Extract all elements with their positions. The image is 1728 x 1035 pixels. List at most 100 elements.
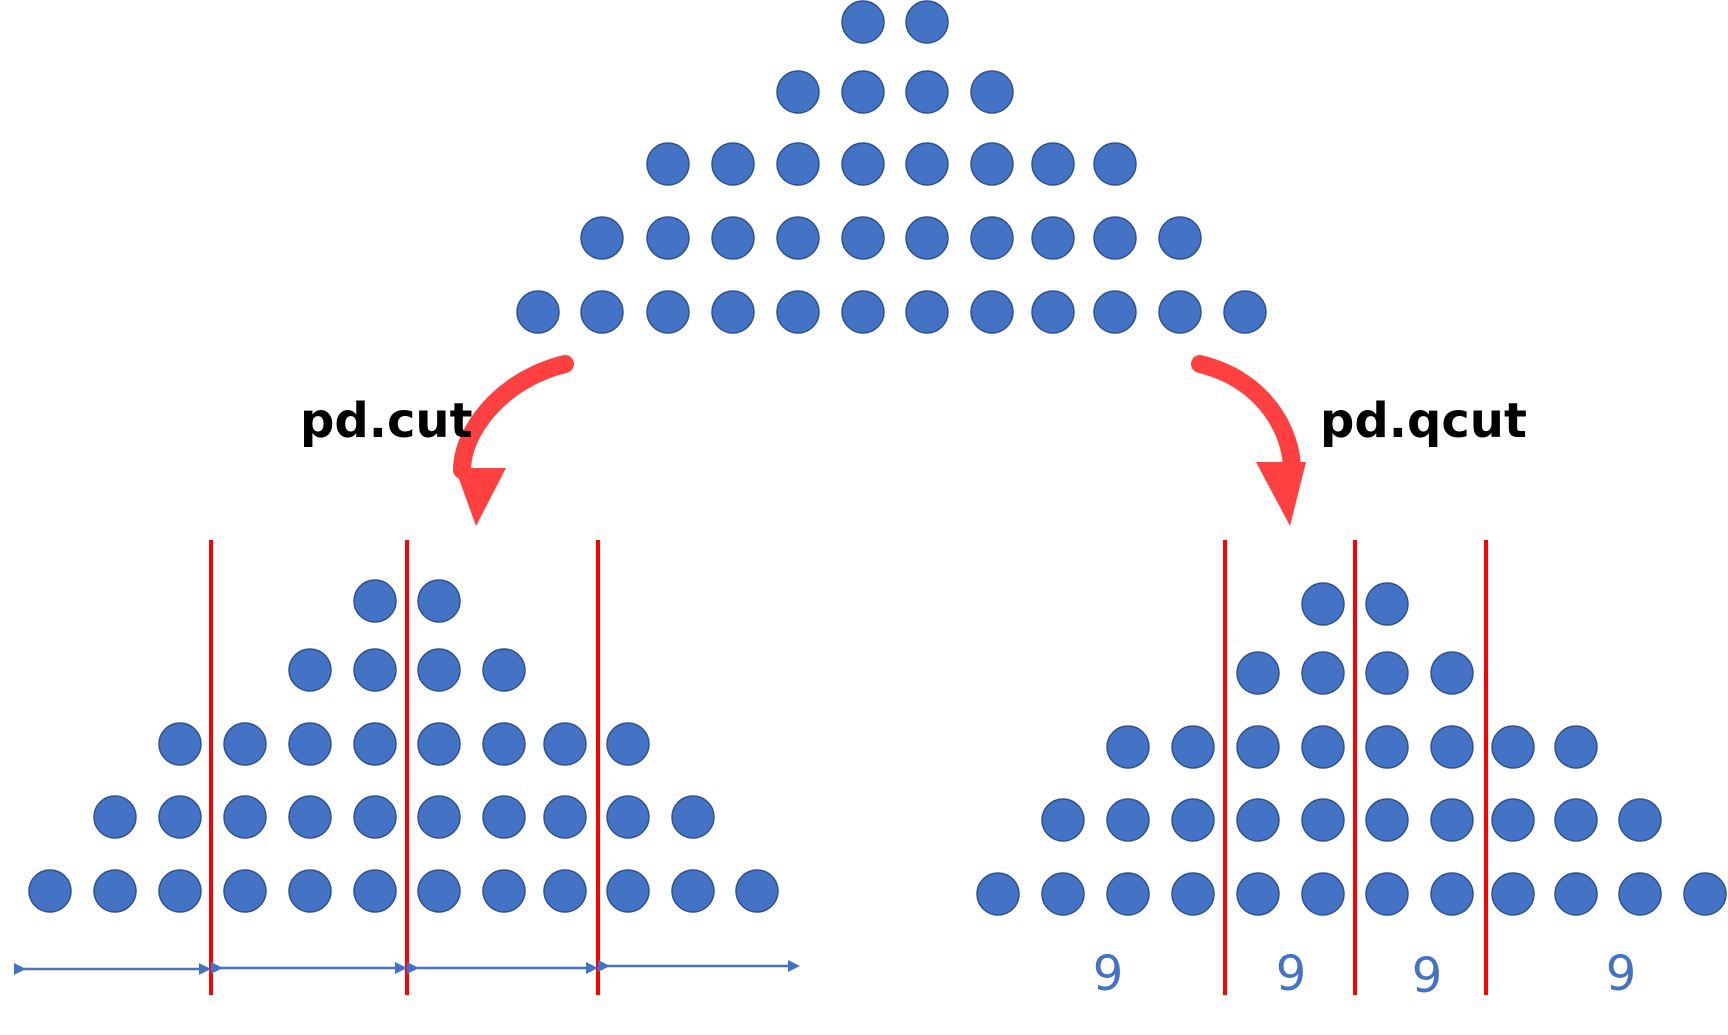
source-dot (841, 70, 885, 114)
cut-dot (671, 869, 715, 913)
qcut-dot (1106, 798, 1150, 842)
qcut-dot (1365, 725, 1409, 769)
source-dot (1093, 290, 1137, 334)
source-distribution (516, 0, 1267, 334)
qcut-dot (1301, 725, 1345, 769)
qcut-label: pd.qcut (1320, 393, 1527, 449)
qcut-dot (1041, 798, 1085, 842)
cut-dot (482, 722, 526, 766)
source-dot (1031, 290, 1075, 334)
cut-dot (482, 869, 526, 913)
source-dot (970, 290, 1014, 334)
qcut-dot (1554, 872, 1598, 916)
cut-dot (158, 795, 202, 839)
cut-dot (543, 869, 587, 913)
qcut-dot (1106, 872, 1150, 916)
qcut-dot (1430, 798, 1474, 842)
cut-dot (353, 869, 397, 913)
cut-dot (223, 869, 267, 913)
source-dot (646, 142, 690, 186)
qcut-dot (1554, 725, 1598, 769)
cut-dot (606, 722, 650, 766)
source-dot (905, 290, 949, 334)
source-dot (905, 142, 949, 186)
qcut-dot (1171, 798, 1215, 842)
source-dot (580, 290, 624, 334)
qcut-dot (1301, 582, 1345, 626)
qcut-dot (1236, 651, 1280, 695)
qcut-dot (1430, 725, 1474, 769)
source-dot (711, 290, 755, 334)
qcut-dot (1491, 798, 1535, 842)
cut-dot (93, 869, 137, 913)
source-dot (841, 290, 885, 334)
cut-dot (482, 795, 526, 839)
cut-dot (417, 795, 461, 839)
qcut-distribution (976, 582, 1727, 916)
source-dot (970, 70, 1014, 114)
source-dot (1158, 290, 1202, 334)
source-dot (970, 142, 1014, 186)
qcut-dot (1430, 872, 1474, 916)
qcut-dot (1491, 725, 1535, 769)
qcut-dot (1491, 872, 1535, 916)
cut-dot (671, 795, 715, 839)
qcut-count-4: 9 (1606, 946, 1637, 1002)
source-dot (841, 0, 885, 44)
qcut-dot (1618, 798, 1662, 842)
cut-dot (288, 869, 332, 913)
cut-dot (353, 795, 397, 839)
source-dot (970, 216, 1014, 260)
cut-dot (288, 648, 332, 692)
cut-dot (543, 722, 587, 766)
qcut-dot (1041, 872, 1085, 916)
source-dot (711, 142, 755, 186)
source-dot (516, 290, 560, 334)
qcut-dot (1236, 798, 1280, 842)
cut-label: pd.cut (300, 393, 473, 449)
qcut-dot (1683, 872, 1727, 916)
source-dot (1158, 216, 1202, 260)
source-dot (1093, 216, 1137, 260)
source-dot (646, 216, 690, 260)
source-dot (841, 142, 885, 186)
qcut-dot (1365, 798, 1409, 842)
qcut-dot (1365, 872, 1409, 916)
arrow-to-cut (453, 355, 574, 526)
cut-dot (606, 869, 650, 913)
qcut-dot (976, 872, 1020, 916)
source-dot (1223, 290, 1267, 334)
qcut-dot (1171, 725, 1215, 769)
cut-dot (158, 722, 202, 766)
cut-distribution (28, 579, 779, 913)
qcut-dot (1106, 725, 1150, 769)
qcut-dot (1236, 725, 1280, 769)
cut-dot (288, 722, 332, 766)
cut-equal-width-arrows (14, 960, 800, 975)
source-dot (776, 142, 820, 186)
source-dot (776, 216, 820, 260)
qcut-count-3: 9 (1412, 948, 1443, 1004)
source-dot (776, 70, 820, 114)
source-dot (841, 216, 885, 260)
cut-dot (288, 795, 332, 839)
cut-dot (93, 795, 137, 839)
source-dot (905, 216, 949, 260)
cut-dot (735, 869, 779, 913)
cut-dot (28, 869, 72, 913)
qcut-dot (1301, 872, 1345, 916)
cut-dot (158, 869, 202, 913)
cut-dot (417, 869, 461, 913)
cut-dot (417, 648, 461, 692)
source-dot (905, 70, 949, 114)
qcut-dot (1365, 651, 1409, 695)
qcut-dot (1236, 872, 1280, 916)
cut-dot (482, 648, 526, 692)
source-dot (905, 0, 949, 44)
arrow-to-qcut (1191, 355, 1306, 526)
source-dot (1031, 216, 1075, 260)
cut-dot (353, 722, 397, 766)
qcut-dot (1430, 651, 1474, 695)
cut-dot (606, 795, 650, 839)
